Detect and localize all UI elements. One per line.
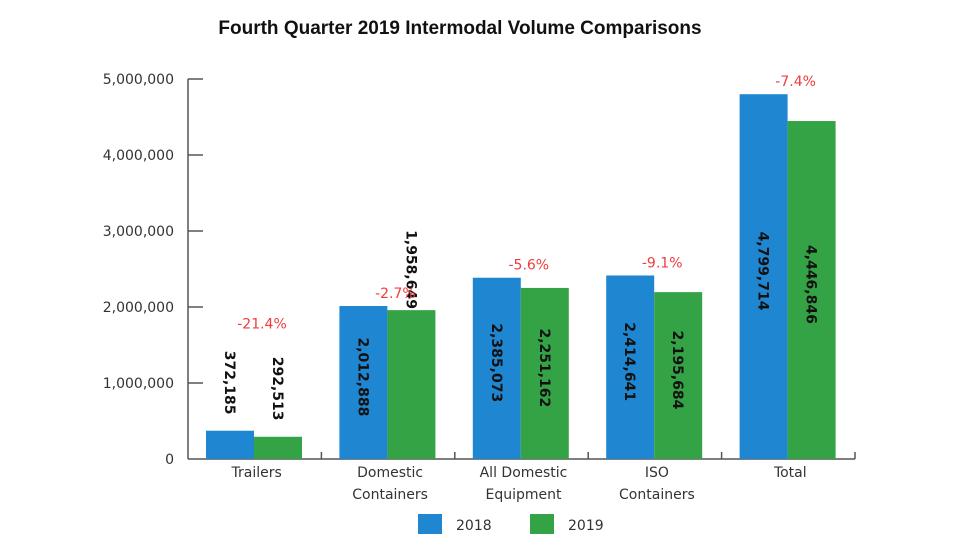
value-label: 292,513 bbox=[269, 357, 285, 421]
y-tick-label: 0 bbox=[165, 452, 174, 468]
x-axis: Trailers Domestic Containers All Domestic Eq… bbox=[188, 452, 856, 503]
legend-swatch-2018 bbox=[418, 514, 442, 534]
value-label: 2,195,684 bbox=[669, 331, 685, 410]
percent-change-label: -21.4% bbox=[237, 317, 287, 333]
percent-change-label: -9.1% bbox=[642, 255, 683, 271]
x-category-label: Trailers bbox=[231, 465, 282, 481]
legend-label: 2019 bbox=[568, 518, 604, 534]
x-category-label: Equipment bbox=[486, 487, 563, 503]
percent-change-label: -2.7% bbox=[375, 286, 416, 302]
bars bbox=[206, 94, 836, 459]
value-label: 2,414,641 bbox=[621, 322, 637, 401]
bar-2019 bbox=[654, 292, 703, 459]
bar-2018 bbox=[206, 430, 254, 459]
x-category-label: Containers bbox=[619, 487, 695, 503]
value-label: 4,446,846 bbox=[803, 245, 819, 324]
bar-2019 bbox=[254, 436, 302, 459]
value-label: 2,012,888 bbox=[354, 338, 370, 417]
bar-2018 bbox=[339, 306, 388, 459]
legend-swatch-2019 bbox=[530, 514, 554, 534]
y-tick-label: 1,000,000 bbox=[103, 376, 174, 392]
bar-2018 bbox=[472, 277, 521, 459]
value-label: 4,799,714 bbox=[755, 232, 771, 311]
legend-label: 2018 bbox=[456, 518, 492, 534]
value-label: 2,251,162 bbox=[536, 328, 552, 407]
value-label: 2,385,073 bbox=[488, 323, 504, 402]
value-label: 372,185 bbox=[221, 351, 237, 415]
y-axis: 0 1,000,000 2,000,000 3,000,000 4,000,000 5,0… bbox=[103, 72, 203, 468]
y-tick-label: 5,000,000 bbox=[103, 72, 174, 88]
bar-2018 bbox=[606, 275, 655, 459]
bar-2019 bbox=[520, 287, 569, 459]
x-category-label: Total bbox=[773, 465, 807, 481]
x-category-label: ISO bbox=[645, 465, 669, 481]
x-category-label: Domestic bbox=[357, 465, 423, 481]
y-tick-label: 3,000,000 bbox=[103, 224, 174, 240]
bar-2019 bbox=[387, 310, 436, 459]
bar-2018 bbox=[739, 94, 788, 459]
value-label: 1,958,649 bbox=[402, 230, 418, 309]
y-tick-label: 2,000,000 bbox=[103, 300, 174, 316]
x-category-label: Containers bbox=[352, 487, 428, 503]
data-labels: 372,185 292,513 -21.4% 2,012,888 1,958,649-2… bbox=[221, 74, 819, 420]
percent-change-label: -7.4% bbox=[775, 74, 816, 90]
legend: 2018 2019 bbox=[418, 514, 604, 534]
y-tick-label: 4,000,000 bbox=[103, 148, 174, 164]
percent-change-label: -5.6% bbox=[508, 258, 549, 274]
x-category-label: All Domestic bbox=[480, 465, 568, 481]
bar-2019 bbox=[787, 121, 836, 459]
chart-title: Fourth Quarter 2019 Intermodal Volume Co… bbox=[218, 18, 701, 39]
